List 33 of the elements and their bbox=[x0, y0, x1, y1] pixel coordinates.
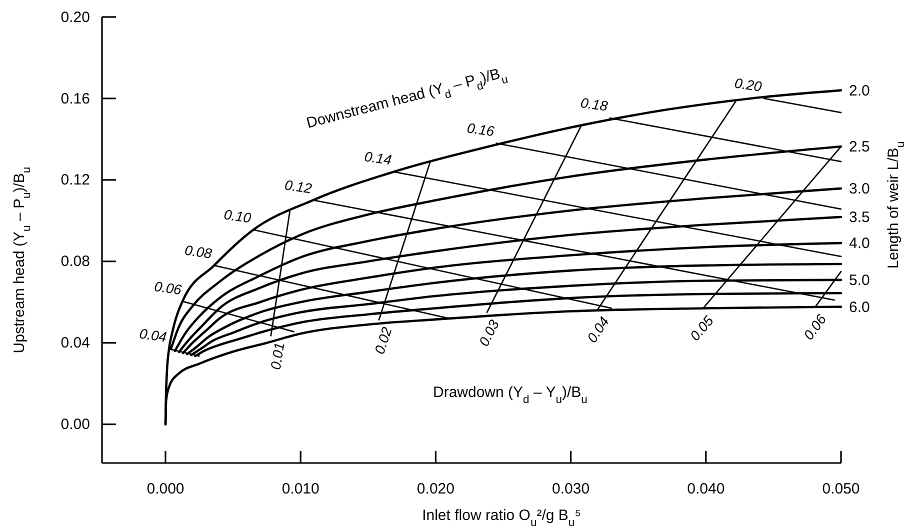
series-label: 5.0 bbox=[849, 272, 870, 289]
x-tick-label: 0.050 bbox=[822, 480, 860, 498]
text: 0.01 bbox=[267, 341, 288, 371]
series-label: 2.0 bbox=[849, 82, 870, 100]
text: 0.20 bbox=[734, 74, 764, 94]
x-tick-label: 0.030 bbox=[552, 480, 590, 498]
text: 0.08 bbox=[184, 242, 214, 262]
y-tick-label: 0.12 bbox=[60, 172, 90, 189]
x-tick-label: 0.040 bbox=[687, 480, 725, 498]
x-axis-title: Inlet flow ratio O$_{u}$²/g B$_{u}$⁵ bbox=[422, 507, 581, 529]
text: 0.04 bbox=[138, 325, 168, 345]
series-label: 6.0 bbox=[849, 298, 870, 316]
text: 0.12 bbox=[284, 176, 314, 196]
series-label: 2.5 bbox=[849, 138, 870, 156]
text: 0.02 bbox=[371, 324, 395, 356]
y-tick-label: 0.16 bbox=[60, 90, 90, 108]
series-label: 4.0 bbox=[849, 235, 870, 252]
annotation: Drawdown (Y$_{d}$ – Y$_{u}$)/B$_{u}$ bbox=[433, 384, 588, 406]
text: 0.18 bbox=[580, 94, 609, 114]
text: 0.03 bbox=[476, 316, 502, 349]
text: 0.16 bbox=[466, 120, 496, 140]
y-tick-label: 0.04 bbox=[60, 334, 90, 352]
x-tick-label: 0.010 bbox=[282, 480, 320, 498]
y-tick-label: 0.08 bbox=[60, 253, 90, 270]
text: 0.06 bbox=[153, 278, 183, 298]
x-tick-label: 0.000 bbox=[146, 480, 184, 498]
series-label: 3.5 bbox=[849, 208, 870, 226]
x-tick-label: 0.020 bbox=[416, 480, 454, 498]
text: 0.10 bbox=[222, 206, 252, 226]
y-tick-label: 0.20 bbox=[60, 8, 90, 26]
text: 0.14 bbox=[363, 148, 393, 168]
y-tick-label: 0.00 bbox=[60, 416, 90, 434]
series-label: 3.0 bbox=[849, 180, 870, 198]
